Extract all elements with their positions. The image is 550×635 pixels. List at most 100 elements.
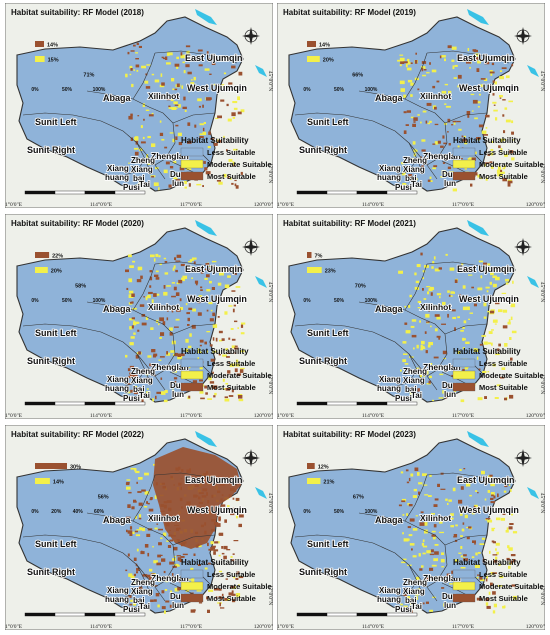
most-patch (164, 146, 168, 149)
most-patch (199, 136, 204, 138)
lake (195, 220, 217, 236)
most-patch (434, 314, 440, 317)
most-patch (130, 389, 135, 393)
moderate-patch (139, 148, 143, 151)
most-patch (218, 588, 222, 591)
most-patch (458, 294, 462, 297)
moderate-patch (496, 86, 500, 89)
moderate-patch (450, 291, 454, 294)
lat-label: 42°0'0"N (267, 374, 273, 394)
moderate-patch (129, 73, 132, 76)
legend-swatch (180, 171, 204, 181)
most-patch (218, 516, 221, 521)
moderate-patch (206, 350, 209, 353)
most-patch (187, 140, 192, 144)
moderate-patch (428, 375, 432, 379)
moderate-patch (409, 603, 412, 605)
label-pusi: Pusi (395, 605, 412, 614)
most-patch (482, 558, 485, 563)
most-patch (174, 352, 178, 357)
moderate-patch (481, 470, 485, 475)
most-patch (125, 482, 130, 486)
moderate-patch (512, 139, 514, 141)
moderate-patch (402, 532, 404, 535)
lon-label: 114°0'0"E (90, 201, 113, 208)
most-patch (213, 395, 216, 398)
most-patch (127, 530, 133, 534)
most-patch (214, 143, 217, 146)
most-patch (405, 469, 409, 472)
legend-swatch (452, 581, 476, 591)
most-patch (209, 73, 212, 75)
most-patch (235, 572, 240, 575)
most-patch (401, 188, 406, 190)
label-xiang-huang: Xiang (107, 375, 129, 384)
bar (35, 463, 67, 469)
lake (255, 65, 267, 77)
bar-label: 14% (319, 43, 330, 49)
most-patch (490, 501, 495, 504)
most-patch (130, 50, 135, 52)
most-patch (231, 389, 234, 393)
moderate-patch (223, 173, 227, 178)
label-xiang: Xiang (403, 587, 425, 596)
county-border (444, 112, 488, 124)
moderate-patch (402, 183, 406, 187)
most-patch (145, 86, 151, 89)
most-patch (403, 578, 407, 581)
moderate-patch (407, 58, 410, 63)
moderate-patch (163, 257, 167, 260)
most-patch (188, 307, 193, 310)
most-patch (430, 292, 433, 296)
moderate-patch (130, 531, 135, 534)
tick-label: 100% (93, 87, 106, 93)
moderate-patch (423, 298, 427, 300)
county-border (404, 52, 428, 100)
most-patch (212, 337, 215, 341)
moderate-patch (416, 344, 419, 349)
county-border (22, 323, 151, 383)
most-patch (228, 362, 230, 364)
most-patch (237, 111, 242, 115)
most-patch (233, 164, 236, 167)
label-west-ujumqin: West Ujumqin (187, 83, 247, 93)
bar (307, 478, 321, 484)
county-border (294, 323, 423, 383)
most-patch (133, 185, 138, 189)
most-patch (128, 375, 132, 379)
moderate-patch (490, 149, 494, 151)
most-patch (403, 590, 406, 592)
label-xiang: Xiang (403, 376, 425, 385)
lon-label: 114°0'0"E (362, 201, 385, 208)
lake (255, 487, 267, 499)
scale-bar (24, 401, 146, 406)
most-patch (509, 87, 512, 91)
label-abaga: Abaga (103, 515, 132, 525)
moderate-patch (208, 589, 214, 592)
most-patch (492, 80, 495, 83)
moderate-patch (191, 79, 193, 81)
moderate-patch (404, 363, 409, 365)
moderate-patch (496, 169, 501, 174)
moderate-patch (411, 157, 415, 160)
bar-label: 70% (355, 284, 366, 290)
scale-bar (296, 190, 418, 195)
lon-label: 120°0'0"E (526, 201, 545, 208)
moderate-patch (240, 332, 245, 335)
moderate-patch (502, 167, 506, 170)
most-patch (149, 270, 152, 273)
most-patch (161, 82, 165, 86)
moderate-patch (438, 397, 444, 399)
label-huang: huang (377, 595, 401, 604)
moderate-patch (224, 311, 228, 315)
most-patch (126, 529, 128, 533)
moderate-patch (152, 398, 155, 402)
moderate-patch (223, 135, 225, 138)
moderate-patch (490, 165, 494, 169)
moderate-patch (502, 605, 505, 609)
most-patch (140, 275, 143, 279)
county-border (86, 301, 150, 319)
panel-title: Habitat suitability: RF Model (2021) (283, 219, 416, 228)
moderate-patch (420, 66, 426, 69)
